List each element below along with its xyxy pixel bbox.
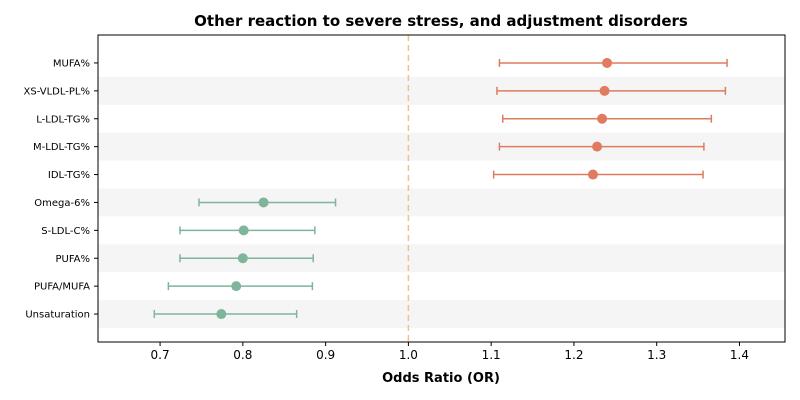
y-tick-label: PUFA/MUFA <box>34 282 90 293</box>
x-tick-label: 0.9 <box>316 348 335 362</box>
chart-title: Other reaction to severe stress, and adj… <box>194 12 688 30</box>
x-tick-label: 1.4 <box>730 348 749 362</box>
or-point <box>602 57 613 68</box>
y-tick-label: Omega-6% <box>34 198 90 209</box>
x-tick-label: 1.2 <box>564 348 583 362</box>
x-tick-label: 1.3 <box>647 348 666 362</box>
y-axis-ticks: MUFA% XS-VLDL-PL% L-LDL-TG% M-LDL-TG% IDL-TG… <box>24 58 98 321</box>
or-point <box>258 197 269 208</box>
or-point <box>238 225 249 236</box>
y-tick-label: M-LDL-TG% <box>33 142 90 153</box>
or-point <box>597 113 608 124</box>
or-point <box>231 281 242 292</box>
y-tick-label: L-LDL-TG% <box>36 114 90 125</box>
x-tick-label: 1.1 <box>482 348 501 362</box>
forest-marks <box>153 57 728 320</box>
or-point <box>592 141 603 152</box>
or-point <box>216 309 227 320</box>
x-tick-label: 1.0 <box>399 348 418 362</box>
y-tick-label: S-LDL-C% <box>41 226 90 237</box>
or-point <box>599 85 610 96</box>
x-axis-label: Odds Ratio (OR) <box>382 371 500 386</box>
y-tick-label: Unsaturation <box>25 310 90 321</box>
y-tick-label: IDL-TG% <box>48 170 90 181</box>
x-tick-label: 0.8 <box>233 348 252 362</box>
x-tick-label: 0.7 <box>151 348 170 362</box>
or-point <box>237 253 248 264</box>
or-point <box>587 169 598 180</box>
x-axis-ticks: 0.7 0.8 0.9 1.0 1.1 1.2 1.3 1.4 <box>151 342 749 362</box>
y-tick-label: PUFA% <box>55 254 90 265</box>
y-tick-label: MUFA% <box>53 58 90 69</box>
plot-area-frame <box>97 34 786 343</box>
y-tick-label: XS-VLDL-PL% <box>24 86 90 97</box>
